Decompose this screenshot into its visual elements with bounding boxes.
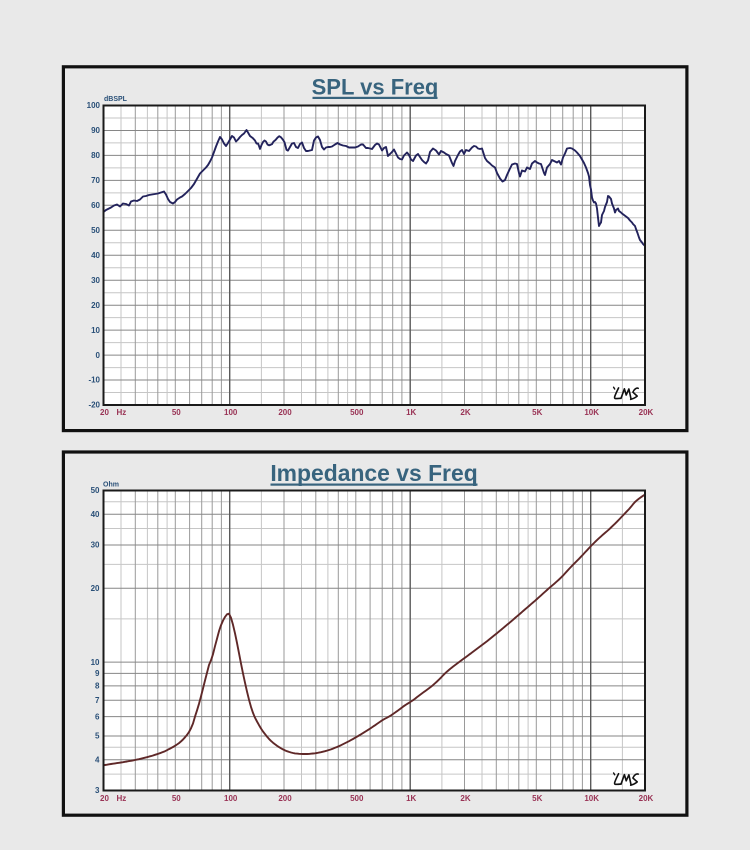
svg-text:2K: 2K (460, 408, 470, 417)
svg-text:30: 30 (91, 276, 100, 285)
svg-text:200: 200 (278, 794, 292, 803)
svg-text:4: 4 (95, 756, 100, 765)
svg-text:1K: 1K (406, 794, 416, 803)
svg-text:20: 20 (100, 794, 109, 803)
svg-text:100: 100 (224, 794, 238, 803)
svg-text:Ohm: Ohm (103, 482, 119, 489)
svg-text:dBSPL: dBSPL (104, 96, 128, 103)
svg-text:5: 5 (95, 732, 100, 741)
svg-text:500: 500 (350, 794, 364, 803)
svg-text:80: 80 (91, 151, 100, 160)
svg-text:100: 100 (224, 408, 238, 417)
svg-text:60: 60 (91, 201, 100, 210)
svg-text:1K: 1K (406, 408, 416, 417)
svg-text:500: 500 (350, 408, 364, 417)
svg-text:3: 3 (95, 786, 100, 795)
svg-text:5K: 5K (532, 408, 542, 417)
svg-text:10K: 10K (584, 408, 599, 417)
svg-text:100: 100 (87, 101, 101, 110)
svg-text:8: 8 (95, 682, 100, 691)
svg-text:10: 10 (91, 326, 100, 335)
svg-text:50: 50 (172, 408, 181, 417)
svg-text:30: 30 (91, 541, 100, 550)
svg-text:-20: -20 (88, 401, 100, 410)
svg-text:70: 70 (91, 176, 100, 185)
svg-text:SPL vs Freq: SPL vs Freq (312, 74, 439, 99)
svg-text:20: 20 (91, 301, 100, 310)
svg-text:-10: -10 (88, 376, 100, 385)
svg-text:7: 7 (95, 696, 100, 705)
svg-text:Hz: Hz (117, 408, 127, 417)
svg-text:50: 50 (172, 794, 181, 803)
svg-text:40: 40 (91, 251, 100, 260)
svg-text:9: 9 (95, 669, 100, 678)
svg-text:20K: 20K (639, 408, 654, 417)
svg-text:40: 40 (91, 510, 100, 519)
svg-text:20: 20 (100, 408, 109, 417)
svg-text:90: 90 (91, 126, 100, 135)
svg-text:6: 6 (95, 712, 100, 721)
svg-text:10K: 10K (584, 794, 599, 803)
svg-text:Hz: Hz (117, 794, 127, 803)
svg-text:0: 0 (96, 351, 101, 360)
svg-text:50: 50 (91, 486, 100, 495)
svg-text:20K: 20K (639, 794, 654, 803)
svg-text:20: 20 (91, 584, 100, 593)
svg-text:5K: 5K (532, 794, 542, 803)
svg-text:Impedance vs Freq: Impedance vs Freq (270, 460, 477, 486)
svg-text:50: 50 (91, 226, 100, 235)
svg-text:200: 200 (278, 408, 292, 417)
svg-text:2K: 2K (460, 794, 470, 803)
svg-text:10: 10 (91, 658, 100, 667)
